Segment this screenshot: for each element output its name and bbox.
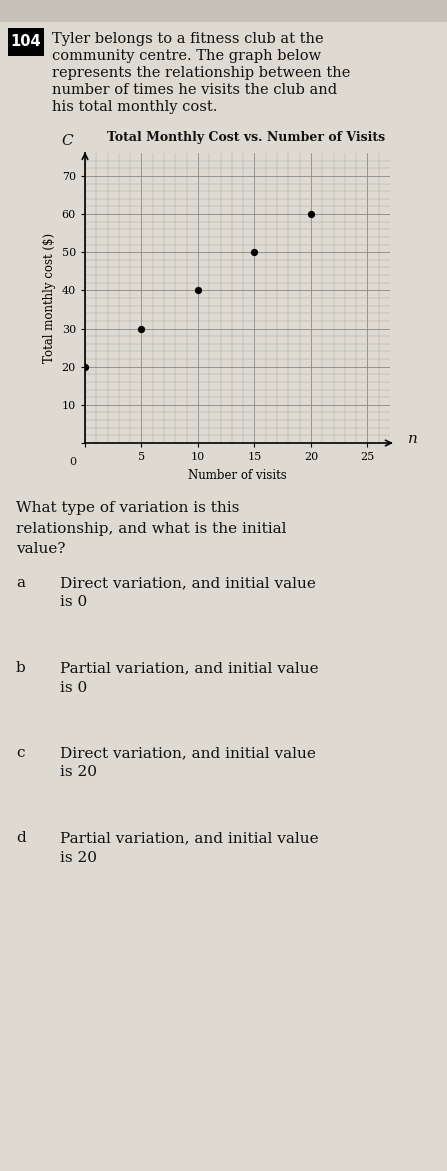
Point: [138, 320, 145, 338]
Y-axis label: Total monthly cost ($): Total monthly cost ($): [43, 233, 56, 363]
Text: b: b: [16, 660, 26, 674]
Text: 0: 0: [69, 457, 76, 467]
Point: [81, 357, 89, 376]
Text: C: C: [61, 133, 73, 148]
Text: his total monthly cost.: his total monthly cost.: [52, 100, 217, 114]
Text: Total Monthly Cost vs. Number of Visits: Total Monthly Cost vs. Number of Visits: [107, 131, 385, 144]
Bar: [8, 28, 44, 56]
Text: Tyler belongs to a fitness club at the: Tyler belongs to a fitness club at the: [52, 32, 324, 46]
Text: Direct variation, and initial value
is 0: Direct variation, and initial value is 0: [60, 576, 316, 609]
Text: Partial variation, and initial value
is 20: Partial variation, and initial value is …: [60, 831, 319, 864]
Text: What type of variation is this
relationship, and what is the initial
value?: What type of variation is this relations…: [16, 501, 287, 556]
Text: d: d: [16, 831, 26, 845]
Text: Direct variation, and initial value
is 20: Direct variation, and initial value is 2…: [60, 746, 316, 780]
Text: n: n: [408, 432, 418, 446]
Text: a: a: [16, 576, 25, 590]
Text: 104: 104: [11, 34, 41, 49]
Text: number of times he visits the club and: number of times he visits the club and: [52, 83, 337, 97]
Text: represents the relationship between the: represents the relationship between the: [52, 66, 350, 80]
Text: c: c: [16, 746, 25, 760]
Text: community centre. The graph below: community centre. The graph below: [52, 49, 321, 63]
Point: [308, 205, 315, 224]
X-axis label: Number of visits: Number of visits: [188, 468, 287, 482]
Point: [251, 242, 258, 261]
Point: [194, 281, 202, 300]
Text: EQAO Grade 9 Assessment of Mathematics Questions:: EQAO Grade 9 Assessment of Mathematics Q…: [9, 5, 330, 18]
Text: Partial variation, and initial value
is 0: Partial variation, and initial value is …: [60, 660, 319, 694]
